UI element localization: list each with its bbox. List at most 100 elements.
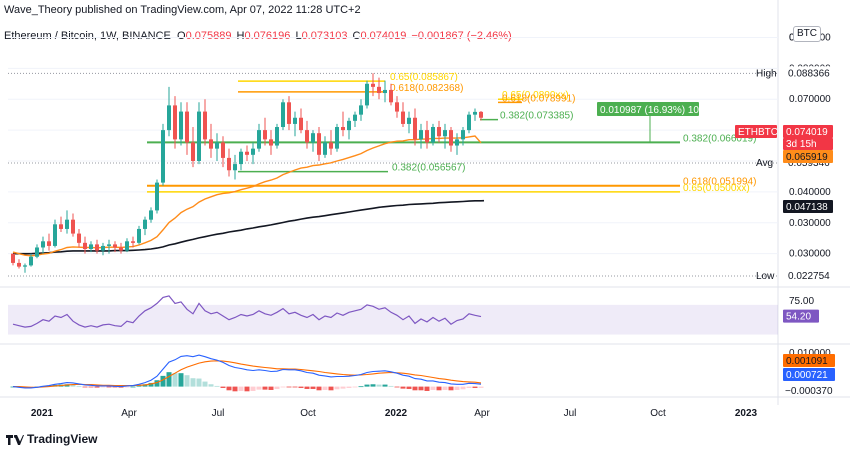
high-label: H — [236, 30, 245, 42]
stat-value: 0.022754 — [788, 271, 830, 282]
candle-body — [425, 130, 429, 143]
candle-body — [263, 130, 267, 140]
tradingview-brand: TradingView — [6, 432, 97, 446]
candle-body — [155, 182, 159, 211]
macd-histogram-bar — [274, 386, 280, 389]
stat-value-bg — [783, 66, 849, 80]
macd-value-tag: 0.000721 — [786, 370, 828, 381]
candle-body — [233, 164, 237, 171]
price-tick-label: 0.070000 — [789, 94, 831, 105]
candle-body — [209, 139, 213, 149]
macd-histogram-bar — [412, 386, 418, 391]
candle-body — [419, 130, 423, 140]
candle-body — [137, 228, 141, 243]
candle-body — [431, 127, 435, 143]
macd-histogram-bar — [88, 386, 94, 388]
candle-body — [329, 142, 333, 149]
candle-body — [149, 210, 153, 220]
macd-histogram-bar — [376, 384, 382, 387]
symbol-tag: ETHBTC — [738, 127, 778, 138]
macd-histogram-bar — [292, 386, 298, 388]
macd-signal-tag: 0.001091 — [786, 356, 828, 367]
macd-histogram-bar — [334, 386, 340, 390]
macd-histogram-bar — [478, 386, 484, 388]
macd-line — [12, 354, 482, 389]
candle-body — [311, 133, 315, 143]
candle-body — [269, 139, 273, 146]
candle-body — [227, 157, 231, 171]
candle-body — [179, 111, 183, 140]
fib-level-label: 0.65(0.0500xx) — [683, 183, 750, 194]
close-label: C — [352, 30, 361, 42]
macd-histogram-bar — [76, 386, 82, 388]
macd-histogram-bar — [94, 386, 100, 388]
candle-body — [23, 265, 27, 267]
macd-histogram-bar — [232, 386, 238, 392]
macd-histogram-bar — [184, 375, 190, 387]
candle-body — [359, 105, 363, 115]
candle-body — [281, 102, 285, 128]
macd-tick-label: 0.010000 — [789, 348, 831, 359]
candle-body — [161, 130, 165, 183]
low-value: 0.073103 — [301, 30, 348, 42]
macd-histogram-bar — [148, 382, 154, 387]
candle-body — [239, 151, 243, 165]
candle-body — [401, 111, 405, 124]
candle-body — [83, 242, 87, 250]
currency-button[interactable]: BTC — [793, 26, 821, 42]
macd-histogram-bar — [448, 386, 454, 391]
macd-histogram-bar — [208, 384, 214, 387]
time-tick-label: Apr — [121, 408, 137, 419]
macd-histogram-bar — [196, 378, 202, 387]
candle-body — [299, 117, 303, 131]
macd-signal-line — [13, 360, 482, 388]
candle-body — [365, 83, 369, 106]
countdown-tag: 3d 15h — [786, 139, 817, 150]
candle-body — [17, 262, 21, 267]
candle-body — [437, 127, 441, 137]
candle-body — [143, 219, 147, 229]
tradingview-logo-icon — [6, 434, 24, 445]
measure-label: 0.010987 (16.93%) 10987 — [600, 105, 716, 116]
candle-body — [203, 111, 207, 140]
candle-body — [191, 142, 195, 161]
macd-histogram-bar — [388, 385, 394, 387]
macd-histogram-bar — [442, 386, 448, 390]
price-tick-label: 0.030000 — [789, 249, 831, 260]
candle-body — [449, 130, 453, 146]
macd-histogram-bar — [352, 386, 358, 388]
macd-histogram-bar — [466, 386, 472, 388]
rsi-tick-label: 75.00 — [789, 296, 814, 307]
candle-body — [395, 102, 399, 112]
symbol-ohlc-line: Ethereum / Bitcoin, 1W, BINANCE O0.07588… — [4, 30, 514, 42]
macd-histogram-bar — [370, 384, 376, 387]
fib-level-label: 0.382(0.073385) — [500, 111, 573, 122]
macd-histogram-bar — [100, 386, 106, 388]
macd-histogram-bar — [424, 386, 430, 391]
macd-histogram-bar — [460, 386, 466, 390]
candle-body — [35, 247, 39, 257]
candle-body — [293, 117, 297, 124]
macd-signal-tag-bg — [783, 354, 835, 367]
brand-name: TradingView — [27, 432, 98, 446]
macd-histogram-bar — [322, 386, 328, 390]
candle-body — [131, 241, 135, 243]
macd-histogram-bar — [154, 380, 160, 387]
candle-body — [29, 256, 33, 266]
candle-body — [95, 244, 99, 251]
candle-body — [407, 117, 411, 124]
ema-fast-tag-bg — [783, 150, 833, 163]
stat-value: 0.088366 — [788, 68, 830, 79]
macd-histogram-bar — [130, 386, 136, 388]
macd-histogram-bar — [214, 385, 220, 387]
candle-body — [371, 83, 375, 87]
candle-body — [197, 111, 201, 161]
rsi-value-tag: 54.20 — [786, 312, 811, 323]
time-tick-label: Oct — [650, 408, 666, 419]
candle-body — [113, 244, 117, 248]
time-tick-label: 2023 — [735, 408, 758, 419]
candle-body — [251, 148, 255, 155]
candle-body — [59, 224, 63, 229]
candle-body — [185, 111, 189, 143]
